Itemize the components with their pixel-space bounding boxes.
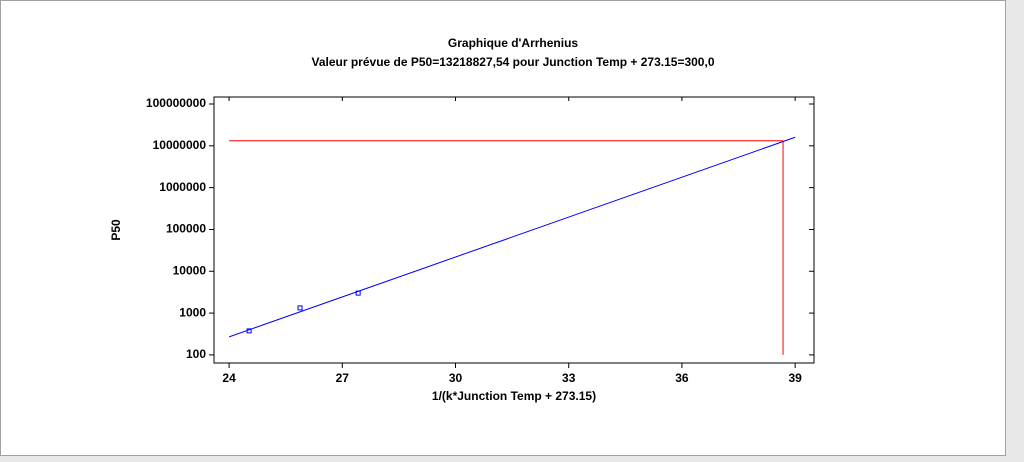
x-tick-label: 36 [675, 371, 689, 385]
chart: Graphique d'Arrhenius Valeur prévue de P… [109, 36, 815, 403]
x-tick-label: 33 [562, 371, 576, 385]
y-tick-label: 1000 [179, 305, 206, 319]
x-axis-label: 1/(k*Junction Temp + 273.15) [432, 389, 596, 403]
y-tick-label: 100 [186, 347, 206, 361]
y-tick-label: 10000 [173, 263, 207, 277]
x-tick-label: 30 [449, 371, 463, 385]
chart-title: Graphique d'Arrhenius [448, 36, 579, 50]
chart-subtitle: Valeur prévue de P50=13218827,54 pour Ju… [311, 55, 714, 69]
y-tick-label: 100000000 [146, 96, 206, 110]
y-tick-label: 10000000 [153, 138, 207, 152]
chart-panel: Graphique d'Arrhenius Valeur prévue de P… [0, 0, 1006, 456]
y-tick-label: 100000 [166, 222, 206, 236]
y-axis-label: P50 [109, 219, 123, 241]
x-tick-label: 39 [788, 371, 802, 385]
data-point [297, 305, 303, 311]
plot-frame [213, 96, 815, 364]
x-tick-label: 27 [336, 371, 350, 385]
x-tick-label: 24 [222, 371, 236, 385]
y-tick-label: 1000000 [159, 180, 206, 194]
fit-line [228, 136, 796, 338]
